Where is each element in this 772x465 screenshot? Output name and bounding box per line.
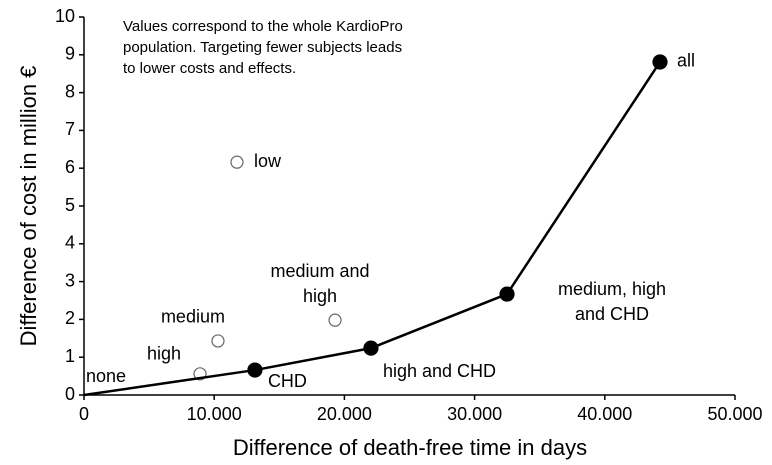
annotation: to lower costs and effects. [123, 60, 296, 77]
y-tick-label: 6 [65, 157, 75, 177]
point-label: high [147, 344, 181, 364]
y-tick-label: 7 [65, 119, 75, 139]
y-tick-label: 0 [65, 384, 75, 404]
y-tick-label: 4 [65, 233, 75, 253]
x-axis-label: Difference of death-free time in days [233, 435, 587, 460]
x-tick-label: 40.000 [577, 404, 632, 424]
point-label: medium [161, 307, 225, 327]
y-tick-label: 2 [65, 308, 75, 328]
point-label: medium, high [558, 279, 666, 299]
x-tick-label: 0 [79, 404, 89, 424]
point-label: all [677, 51, 695, 71]
annotation: population. Targeting fewer subjects lea… [123, 39, 402, 56]
y-tick-label: 3 [65, 270, 75, 290]
point [247, 362, 263, 378]
x-tick-label: 30.000 [447, 404, 502, 424]
point-label: and CHD [575, 304, 649, 324]
x-tick-label: 50.000 [707, 404, 762, 424]
point [363, 340, 379, 356]
y-tick-label: 10 [55, 6, 75, 26]
y-tick-label: 1 [65, 346, 75, 366]
point [230, 155, 244, 169]
point [499, 286, 515, 302]
point-label: high [303, 286, 337, 306]
annotation: Values correspond to the whole KardioPro [123, 18, 403, 35]
point-label: low [254, 151, 282, 171]
y-tick-label: 9 [65, 44, 75, 64]
point-label: none [86, 366, 126, 386]
point-label: medium and [270, 261, 369, 281]
point [328, 313, 342, 327]
point-label: high and CHD [383, 361, 496, 381]
x-tick-label: 10.000 [187, 404, 242, 424]
y-tick-label: 8 [65, 81, 75, 101]
point-label: CHD [268, 371, 307, 391]
y-axis-label: Difference of cost in million € [16, 66, 41, 347]
y-tick-label: 5 [65, 195, 75, 215]
point [211, 334, 225, 348]
point [652, 54, 668, 70]
x-tick-label: 20.000 [317, 404, 372, 424]
